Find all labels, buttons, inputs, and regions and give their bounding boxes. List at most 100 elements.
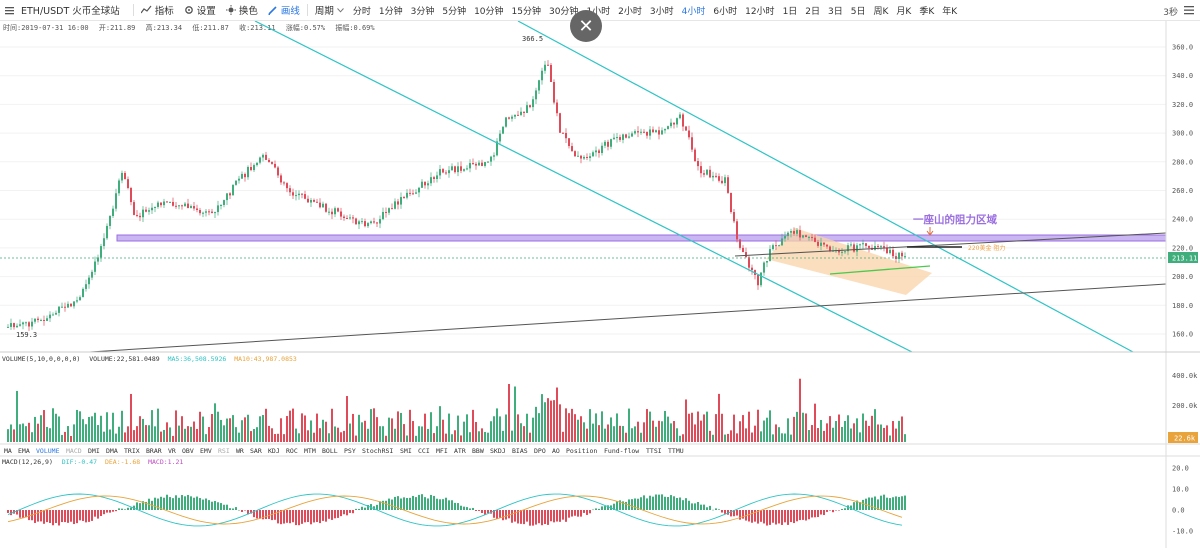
candle-body xyxy=(814,237,816,242)
macd-bar xyxy=(145,501,147,510)
candle-body xyxy=(631,133,633,137)
indicator-tab[interactable]: ROC xyxy=(286,447,298,455)
indicators-button[interactable]: 指标 xyxy=(136,0,179,21)
volume-bar xyxy=(499,416,501,442)
candle-body xyxy=(877,246,879,248)
indicator-tab[interactable]: MA xyxy=(4,447,12,455)
interval-16[interactable]: 5日 xyxy=(850,6,866,17)
channel-lower-line[interactable] xyxy=(254,21,913,353)
volume-bar xyxy=(421,426,423,442)
flag-pattern[interactable] xyxy=(766,228,932,295)
indicator-tab[interactable]: TRIX xyxy=(124,447,140,455)
more-menu-icon[interactable] xyxy=(1184,5,1194,15)
symbol-selector[interactable]: ETH/USDT 火币全球站 xyxy=(0,0,131,21)
indicator-tab[interactable]: MFI xyxy=(436,447,448,455)
indicator-tab[interactable]: DMI xyxy=(88,447,100,455)
indicator-tab[interactable]: WR xyxy=(236,447,244,455)
interval-14[interactable]: 2日 xyxy=(805,6,821,17)
volume-bar xyxy=(364,420,366,442)
macd-bar xyxy=(193,497,195,510)
support-trendline[interactable] xyxy=(89,283,1167,353)
indicator-tab[interactable]: PSY xyxy=(344,447,356,455)
indicator-tab[interactable]: SAR xyxy=(250,447,262,455)
candle-body xyxy=(46,318,48,321)
indicator-tab[interactable]: DPO xyxy=(534,447,546,455)
indicator-tab[interactable]: AO xyxy=(552,447,560,455)
interval-3[interactable]: 5分钟 xyxy=(442,6,467,17)
volume-bar xyxy=(547,398,549,442)
interval-2[interactable]: 3分钟 xyxy=(410,6,435,17)
interval-15[interactable]: 3日 xyxy=(828,6,843,17)
macd-bar xyxy=(256,510,258,519)
macd-bar xyxy=(775,510,777,525)
indicator-tab[interactable]: OBV xyxy=(182,447,194,455)
volume-bar xyxy=(391,418,393,442)
macd-bar xyxy=(625,501,627,510)
interval-5[interactable]: 15分钟 xyxy=(511,6,541,17)
candle-body xyxy=(475,163,477,166)
candle-body xyxy=(427,183,429,186)
volume-bar xyxy=(325,421,327,442)
indicator-tab[interactable]: CCI xyxy=(418,447,430,455)
volume-bar xyxy=(685,399,687,442)
interval-10[interactable]: 4小时 xyxy=(681,6,706,17)
indicator-tab[interactable]: KDJ xyxy=(268,447,280,455)
candle-body xyxy=(553,81,555,103)
period-dropdown[interactable]: 周期 xyxy=(310,0,349,21)
indicator-tab[interactable]: TTMU xyxy=(668,447,684,455)
channel-upper-line[interactable] xyxy=(517,21,1134,353)
interval-12[interactable]: 12小时 xyxy=(745,6,775,17)
draw-button[interactable]: 画线 xyxy=(263,0,305,21)
interval-19[interactable]: 季K xyxy=(919,6,935,17)
interval-0[interactable]: 分时 xyxy=(352,6,371,17)
candle-body xyxy=(94,261,96,272)
interval-18[interactable]: 月K xyxy=(896,6,912,17)
indicator-tab[interactable]: EMV xyxy=(200,447,212,455)
volume-bar xyxy=(886,425,888,442)
indicator-tab[interactable]: MTM xyxy=(304,447,316,455)
indicator-tab[interactable]: TTSI xyxy=(646,447,662,455)
macd-bar xyxy=(214,501,216,510)
indicator-tab[interactable]: VOLUME xyxy=(36,447,60,455)
interval-17[interactable]: 周K xyxy=(873,6,889,17)
macd-bar xyxy=(103,510,105,515)
volume-bar xyxy=(730,430,732,442)
indicator-tab[interactable]: StochRSI xyxy=(362,447,393,455)
indicator-tab[interactable]: MACD xyxy=(66,447,82,455)
settings-button[interactable]: 设置 xyxy=(179,0,221,21)
indicator-tab[interactable]: BIAS xyxy=(512,447,528,455)
indicator-tab[interactable]: BOLL xyxy=(322,447,338,455)
close-button[interactable]: ✕ xyxy=(570,10,602,42)
resistance-trendline[interactable] xyxy=(734,232,1167,257)
interval-20[interactable]: 年K xyxy=(942,6,958,17)
interval-1[interactable]: 1分钟 xyxy=(378,6,403,17)
interval-11[interactable]: 6小时 xyxy=(713,6,738,17)
refresh-rate[interactable]: 3秒 xyxy=(1163,8,1178,18)
indicator-tab[interactable]: RSI xyxy=(218,447,230,455)
indicator-tab[interactable]: DMA xyxy=(106,447,118,455)
volume-bar xyxy=(199,411,201,442)
indicator-tab[interactable]: ATR xyxy=(454,447,466,455)
indicator-tab[interactable]: BRAR xyxy=(146,447,162,455)
indicator-tab[interactable]: Fund-flow xyxy=(604,447,639,455)
volume-bar xyxy=(286,416,288,442)
indicator-tab[interactable]: SMI xyxy=(400,447,412,455)
candle-body xyxy=(862,243,864,245)
theme-button[interactable]: 换色 xyxy=(221,0,263,21)
resistance-zone-band[interactable] xyxy=(116,234,1167,242)
indicator-tab[interactable]: BBW xyxy=(472,447,484,455)
interval-6[interactable]: 30分钟 xyxy=(548,6,579,17)
indicator-tab[interactable]: VR xyxy=(168,447,176,455)
macd-bar xyxy=(166,494,168,510)
indicator-tab[interactable]: EMA xyxy=(18,447,30,455)
volume-bar xyxy=(598,425,600,442)
interval-4[interactable]: 10分钟 xyxy=(474,6,504,17)
interval-13[interactable]: 1日 xyxy=(782,6,798,17)
indicator-tab[interactable]: Position xyxy=(566,447,597,455)
interval-8[interactable]: 2小时 xyxy=(618,6,642,17)
flag-support-line[interactable] xyxy=(829,265,931,275)
interval-7[interactable]: 1小时 xyxy=(586,6,611,17)
indicator-tab[interactable]: SKDJ xyxy=(490,447,506,455)
interval-9[interactable]: 3小时 xyxy=(649,6,674,17)
chart-canvas[interactable]: 时间:2019-07-31 16:00 开:211.89 高:213.34 低:… xyxy=(0,21,1200,548)
